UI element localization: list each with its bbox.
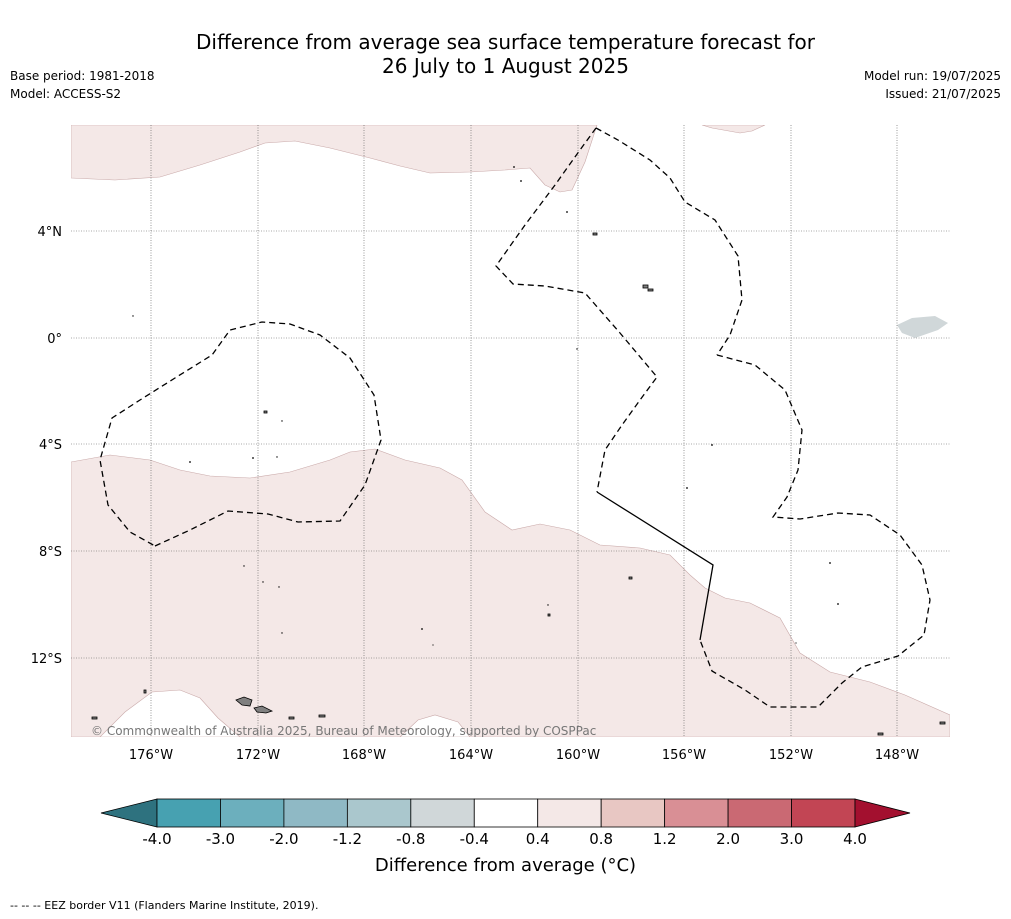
colorbar-bin bbox=[220, 798, 285, 828]
meta-left: Base period: 1981-2018 Model: ACCESS-S2 bbox=[10, 67, 155, 103]
warm-anomaly-north bbox=[71, 125, 598, 193]
latitude-labels: 4°N 0° 4°S 8°S 12°S bbox=[31, 225, 62, 667]
colorbar-bin bbox=[346, 798, 412, 828]
colorbar-bin bbox=[537, 798, 602, 828]
lon-label: 148°W bbox=[875, 748, 919, 763]
model-name: Model: ACCESS-S2 bbox=[10, 87, 122, 101]
colorbar-tick-label: 4.0 bbox=[843, 830, 867, 848]
eez-legend-note: -- -- -- EEZ border V11 (Flanders Marine… bbox=[10, 899, 319, 912]
colorbar-tick-label: -4.0 bbox=[142, 830, 171, 848]
non-warm-patch-bottom bbox=[99, 689, 241, 737]
colorbar-tick-label: 2.0 bbox=[716, 830, 740, 848]
copyright-notice: © Commonwealth of Australia 2025, Bureau… bbox=[91, 724, 596, 738]
lon-label: 160°W bbox=[556, 748, 600, 763]
colorbar-extend-high bbox=[854, 798, 911, 828]
colorbar-bin bbox=[600, 798, 666, 828]
islands bbox=[91, 232, 946, 736]
lat-label: 0° bbox=[47, 332, 62, 347]
lon-label: 164°W bbox=[449, 748, 493, 763]
colorbar-title: Difference from average (°C) bbox=[374, 855, 637, 876]
longitude-labels: 176°W 172°W 168°W 164°W 160°W 156°W 152°… bbox=[129, 748, 919, 763]
islet bbox=[288, 716, 295, 720]
eez-border-central bbox=[495, 127, 658, 493]
lon-label: 168°W bbox=[342, 748, 386, 763]
map-area: © Commonwealth of Australia 2025, Bureau… bbox=[71, 125, 950, 738]
colorbar-tick-label: -0.8 bbox=[396, 830, 425, 848]
eez-border-north bbox=[595, 127, 743, 356]
graticule bbox=[71, 125, 950, 737]
eez-border-east bbox=[699, 354, 931, 708]
colorbar-bin bbox=[283, 798, 348, 828]
samoa-island-east bbox=[253, 705, 274, 714]
islet bbox=[91, 716, 98, 720]
non-warm-patch-bottom-2 bbox=[399, 714, 471, 737]
colorbar-tick-label: 0.8 bbox=[589, 830, 613, 848]
colorbar-extend-low bbox=[100, 798, 158, 828]
islet bbox=[647, 288, 654, 292]
lat-label: 12°S bbox=[31, 652, 62, 667]
lat-label: 4°S bbox=[39, 438, 62, 453]
islet bbox=[628, 576, 633, 580]
islet bbox=[939, 721, 946, 725]
lon-label: 152°W bbox=[769, 748, 813, 763]
warm-anomaly-north-east bbox=[701, 125, 766, 134]
base-period: Base period: 1981-2018 bbox=[10, 69, 155, 83]
colorbar: -4.0 -3.0 -2.0 -1.2 -0.8 -0.4 0.4 0.8 1.2 2.0 3.0 4… bbox=[100, 798, 911, 848]
colorbar-bin bbox=[473, 798, 539, 828]
cool-anomaly-patch bbox=[897, 316, 948, 338]
colorbar-tick-label: 0.4 bbox=[526, 830, 550, 848]
title-line-1: Difference from average sea surface temp… bbox=[195, 30, 815, 54]
islet bbox=[547, 613, 551, 617]
islet bbox=[318, 714, 326, 718]
islet bbox=[592, 232, 598, 236]
colorbar-tick-label: -0.4 bbox=[460, 830, 489, 848]
islet bbox=[877, 732, 884, 736]
islet bbox=[143, 689, 147, 694]
eez-borders bbox=[99, 127, 931, 708]
title-line-2: 26 July to 1 August 2025 bbox=[382, 54, 629, 78]
atolls bbox=[132, 166, 839, 646]
eez-border-solid bbox=[596, 491, 714, 641]
colorbar-bin bbox=[727, 798, 792, 828]
colorbar-bin bbox=[664, 798, 729, 828]
colorbar-tick-label: 3.0 bbox=[780, 830, 804, 848]
colorbar-tick-label: -3.0 bbox=[206, 830, 235, 848]
lon-label: 172°W bbox=[236, 748, 280, 763]
colorbar-bin bbox=[410, 798, 475, 828]
lat-label: 8°S bbox=[39, 545, 62, 560]
islet bbox=[263, 410, 268, 414]
lat-label: 4°N bbox=[38, 225, 63, 240]
colorbar-tick-label: 1.2 bbox=[653, 830, 677, 848]
issued-date: Issued: 21/07/2025 bbox=[885, 87, 1001, 101]
colorbar-tick-label: -1.2 bbox=[333, 830, 362, 848]
map-title: Difference from average sea surface temp… bbox=[0, 30, 1011, 78]
lon-label: 156°W bbox=[662, 748, 706, 763]
warm-anomaly-south bbox=[71, 448, 950, 737]
samoa-island-west bbox=[235, 696, 253, 707]
model-run: Model run: 19/07/2025 bbox=[863, 69, 1001, 83]
islet bbox=[642, 284, 649, 289]
colorbar-bin bbox=[791, 798, 856, 828]
colorbar-bin bbox=[156, 798, 221, 828]
meta-right: Model run: 19/07/2025 Issued: 21/07/2025 bbox=[864, 67, 1001, 103]
lon-label: 176°W bbox=[129, 748, 173, 763]
colorbar-tick-label: -2.0 bbox=[269, 830, 298, 848]
